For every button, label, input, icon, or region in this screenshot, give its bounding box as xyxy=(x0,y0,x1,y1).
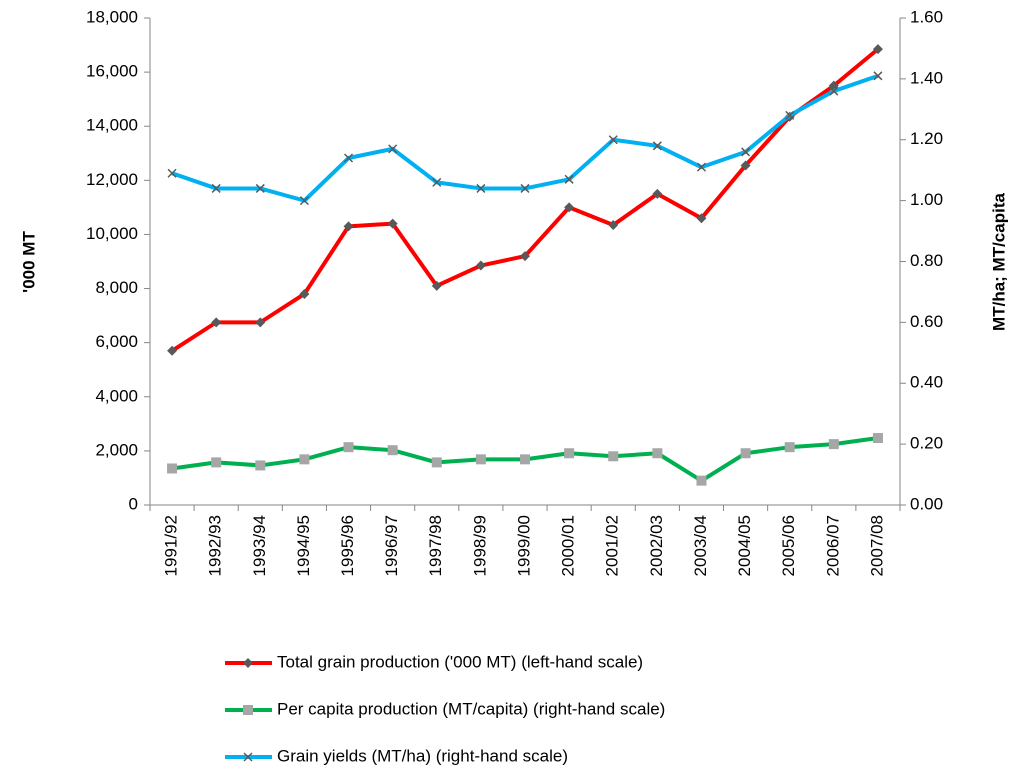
point xyxy=(211,317,222,328)
x-tick-label: 1997/98 xyxy=(426,515,445,576)
x-tick-label: 1998/99 xyxy=(470,515,489,576)
point xyxy=(299,196,309,206)
point xyxy=(211,183,221,193)
point xyxy=(608,219,619,230)
legend-marker xyxy=(243,752,253,762)
point xyxy=(696,162,707,172)
y-tick-label: 10,000 xyxy=(86,224,138,243)
y-tick-label: 6,000 xyxy=(95,332,138,351)
legend-label: Per capita production (MT/capita) (right… xyxy=(277,699,665,718)
y2-axis-title: MT/ha; MT/capita xyxy=(989,193,1008,331)
point xyxy=(476,183,486,193)
point xyxy=(652,141,662,151)
point xyxy=(828,439,839,450)
x-tick-label: 2007/08 xyxy=(867,515,886,576)
x-tick-label: 1992/93 xyxy=(206,515,225,576)
x-tick-label: 2004/05 xyxy=(735,515,754,576)
point xyxy=(167,345,178,356)
legend-label: Total grain production ('000 MT) (left-h… xyxy=(277,652,643,671)
y2-tick-label: 1.40 xyxy=(910,68,943,87)
point xyxy=(740,448,751,459)
point xyxy=(299,454,310,465)
point xyxy=(431,457,442,468)
point xyxy=(167,168,177,178)
point xyxy=(388,144,398,154)
point xyxy=(696,475,707,486)
point xyxy=(740,160,751,171)
point xyxy=(343,153,354,163)
point xyxy=(564,448,575,459)
y-tick-label: 4,000 xyxy=(95,386,138,405)
point xyxy=(520,183,530,193)
point xyxy=(520,454,530,465)
point xyxy=(784,442,795,453)
x-tick-label: 1996/97 xyxy=(382,515,401,576)
y2-tick-label: 1.00 xyxy=(910,190,943,209)
point xyxy=(785,110,795,120)
point xyxy=(652,188,663,199)
point xyxy=(343,442,354,453)
x-tick-label: 2006/07 xyxy=(823,515,842,576)
x-tick-label: 2002/03 xyxy=(647,515,666,576)
point xyxy=(564,174,574,184)
y2-tick-label: 0.80 xyxy=(910,251,943,270)
y2-tick-label: 0.60 xyxy=(910,312,943,331)
point xyxy=(475,454,486,465)
y-axis-title: '000 MT xyxy=(19,231,38,293)
point xyxy=(696,213,707,224)
x-tick-label: 2001/02 xyxy=(603,515,622,576)
x-tick-label: 1994/95 xyxy=(294,515,313,576)
x-tick-label: 2000/01 xyxy=(559,515,578,576)
point xyxy=(343,221,354,232)
x-tick-label: 1991/92 xyxy=(162,515,181,576)
y-tick-label: 2,000 xyxy=(95,440,138,459)
y-tick-label: 18,000 xyxy=(86,7,138,26)
point xyxy=(387,218,398,229)
point xyxy=(299,288,310,299)
x-tick-label: 1993/94 xyxy=(250,515,269,576)
x-tick-label: 1999/00 xyxy=(514,515,533,576)
y-tick-label: 12,000 xyxy=(86,170,138,189)
point xyxy=(741,147,751,157)
y2-tick-label: 0.20 xyxy=(910,434,943,453)
point xyxy=(872,44,883,55)
point xyxy=(520,251,530,262)
point xyxy=(873,71,883,81)
point xyxy=(167,463,178,474)
point xyxy=(652,448,663,459)
point xyxy=(608,135,618,145)
legend-label: Grain yields (MT/ha) (right-hand scale) xyxy=(277,746,568,765)
x-tick-label: 2003/04 xyxy=(691,515,710,576)
series-line xyxy=(170,47,880,353)
point xyxy=(387,445,398,456)
point xyxy=(829,86,839,96)
point xyxy=(255,460,266,471)
legend-marker xyxy=(243,705,253,715)
x-tick-label: 1995/96 xyxy=(338,515,357,576)
point xyxy=(564,202,575,213)
point xyxy=(211,457,222,468)
point xyxy=(255,317,266,328)
y2-tick-label: 0.00 xyxy=(910,494,943,513)
y-tick-label: 14,000 xyxy=(86,116,138,135)
point xyxy=(475,260,486,271)
legend-marker xyxy=(243,658,253,668)
point xyxy=(431,280,442,291)
point xyxy=(255,183,265,193)
y-tick-label: 8,000 xyxy=(95,278,138,297)
point xyxy=(608,451,619,462)
y2-tick-label: 1.20 xyxy=(910,129,943,148)
y-tick-label: 16,000 xyxy=(86,62,138,81)
y2-tick-label: 1.60 xyxy=(910,7,943,26)
y-tick-label: 0 xyxy=(129,494,138,513)
point xyxy=(872,433,883,444)
y2-tick-label: 0.40 xyxy=(910,373,943,392)
x-tick-label: 2005/06 xyxy=(779,515,798,576)
point xyxy=(432,177,442,187)
